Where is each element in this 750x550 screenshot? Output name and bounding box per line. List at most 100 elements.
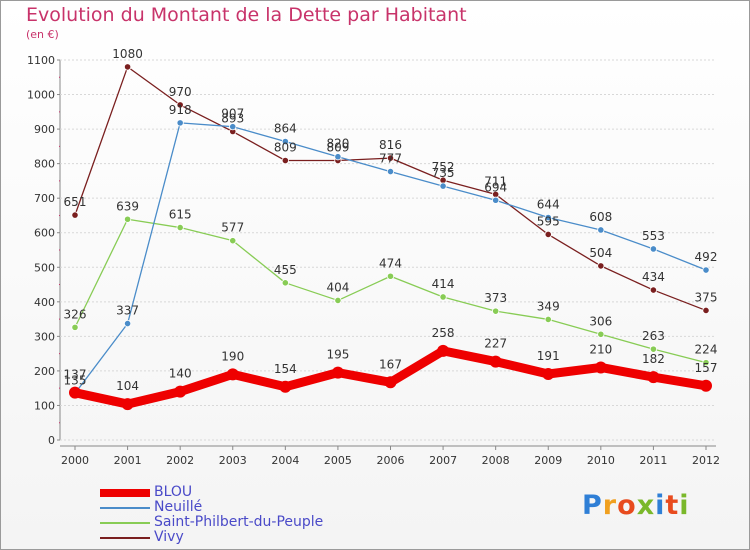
data-label: 752: [432, 160, 455, 174]
data-point: [437, 344, 450, 357]
legend-label: Saint-Philbert-du-Peuple: [154, 514, 324, 530]
data-point: [226, 368, 239, 381]
data-label: 404: [326, 280, 349, 294]
data-point: [174, 385, 187, 398]
data-point: [123, 319, 132, 328]
x-tick-label: 2002: [166, 454, 194, 467]
data-point: [384, 376, 397, 389]
legend-item: Vivy: [100, 530, 323, 545]
x-tick-label: 2000: [61, 454, 89, 467]
data-point: [334, 296, 342, 305]
data-label: 711: [484, 174, 507, 188]
data-label: 137: [64, 368, 87, 382]
data-point: [281, 156, 289, 165]
data-label: 918: [169, 103, 192, 117]
data-label: 864: [274, 122, 297, 136]
data-point: [544, 230, 552, 239]
x-tick-label: 2004: [271, 454, 299, 467]
data-point: [700, 379, 712, 392]
data-point: [597, 262, 605, 270]
data-label: 154: [274, 362, 297, 376]
data-label: 639: [116, 199, 139, 213]
data-label: 227: [484, 337, 507, 351]
data-label: 1080: [112, 47, 143, 61]
logo-letter: P: [582, 490, 603, 521]
data-label: 210: [589, 342, 612, 356]
data-point: [331, 366, 344, 379]
data-label: 373: [484, 291, 507, 305]
legend-swatch: [100, 506, 150, 509]
data-label: 224: [695, 343, 718, 357]
logo-letter: t: [665, 490, 680, 521]
data-point: [71, 211, 79, 219]
x-tick-label: 2003: [219, 454, 247, 467]
data-label: 182: [642, 352, 665, 366]
data-point: [439, 293, 447, 301]
data-label: 820: [326, 137, 349, 151]
data-point: [386, 272, 395, 280]
data-label: 157: [695, 361, 718, 375]
data-label: 195: [326, 348, 349, 362]
data-label: 455: [274, 263, 297, 277]
legend-item: Neuillé: [100, 500, 323, 515]
y-tick-label: 900: [34, 123, 55, 136]
data-point: [334, 153, 342, 161]
x-tick-label: 2012: [692, 454, 720, 467]
chart-unit-label: (en €): [26, 28, 59, 41]
logo-letter: i: [655, 490, 666, 521]
data-label: 306: [589, 314, 612, 328]
x-tick-label: 2007: [429, 454, 457, 467]
data-label: 809: [326, 141, 349, 155]
data-label: 809: [274, 141, 297, 155]
data-point: [649, 345, 658, 353]
data-point: [229, 123, 237, 131]
data-point: [544, 213, 552, 222]
data-point: [69, 386, 81, 399]
legend-label: Vivy: [154, 529, 184, 545]
logo-letter: o: [617, 490, 637, 521]
data-label: 694: [484, 180, 507, 194]
data-label: 140: [169, 367, 192, 381]
legend-label: BLOU: [154, 484, 193, 500]
logo-letter: x: [636, 490, 656, 521]
data-label: 434: [642, 270, 665, 284]
data-label: 615: [169, 208, 192, 222]
data-point: [649, 286, 658, 294]
data-point: [229, 237, 237, 245]
data-point: [489, 355, 502, 368]
data-point: [123, 63, 132, 71]
y-tick-label: 100: [34, 399, 55, 412]
data-point: [281, 137, 289, 146]
y-tick-label: 200: [34, 365, 55, 378]
legend-swatch: [100, 536, 150, 539]
x-tick-label: 2001: [114, 454, 142, 467]
data-label: 191: [537, 349, 560, 363]
data-point: [71, 323, 79, 331]
data-label: 777: [379, 152, 402, 166]
data-label: 504: [589, 246, 612, 260]
y-tick-label: 800: [34, 158, 55, 171]
data-label: 337: [116, 304, 139, 318]
data-point: [702, 306, 710, 315]
data-point: [702, 266, 710, 274]
x-tick-label: 2006: [377, 454, 405, 467]
data-point: [597, 226, 605, 234]
y-tick-label: 400: [34, 296, 55, 309]
data-label: 577: [221, 221, 244, 235]
data-point: [647, 371, 660, 384]
y-tick-label: 600: [34, 227, 55, 240]
series-line-saint-philbert-du-peuple: [74, 218, 707, 364]
logo-letter: i: [679, 490, 690, 521]
logo-letter: r: [602, 490, 618, 521]
data-point: [386, 154, 395, 162]
data-label: 190: [221, 349, 244, 363]
x-tick-label: 2011: [639, 454, 667, 467]
data-point: [279, 380, 292, 393]
data-point: [176, 101, 184, 109]
data-point: [492, 307, 500, 315]
data-point: [492, 196, 500, 204]
data-label: 375: [695, 290, 718, 304]
x-tick-label: 2008: [482, 454, 510, 467]
data-point: [386, 167, 395, 176]
data-label: 167: [379, 357, 402, 371]
